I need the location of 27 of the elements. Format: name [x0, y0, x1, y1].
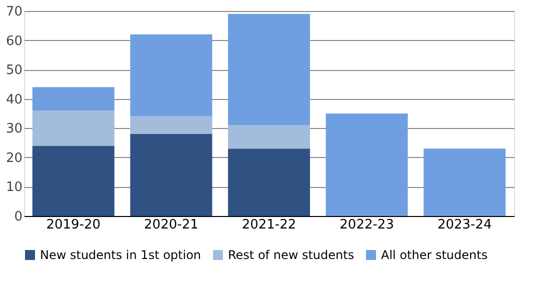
bar — [32, 146, 114, 216]
bar — [130, 34, 212, 116]
x-tick-label: 2019-20 — [46, 218, 101, 232]
bar — [32, 87, 114, 111]
y-tick-label: 30 — [6, 122, 22, 137]
legend-label: All other students — [381, 248, 488, 262]
y-tick-label: 20 — [6, 150, 22, 166]
y-tick-label: 50 — [6, 63, 22, 78]
bar — [228, 125, 310, 149]
x-tick-label: 2020-21 — [144, 218, 198, 232]
y-tick-label: 10 — [6, 180, 22, 196]
bar — [228, 14, 310, 126]
x-tick-label: 2023-24 — [437, 218, 492, 232]
y-tick-label: 0 — [14, 210, 22, 224]
bar — [130, 116, 212, 134]
bar — [32, 110, 114, 146]
legend-label: Rest of new students — [228, 248, 354, 262]
x-tick-label: 2022-23 — [340, 218, 394, 232]
x-tick-label: 2021-22 — [242, 218, 296, 232]
y-tick-label: 70 — [6, 4, 22, 20]
y-tick-label: 40 — [6, 92, 22, 108]
bar — [326, 114, 408, 216]
bar — [130, 134, 212, 216]
legend-label: New students in 1st option — [40, 248, 202, 262]
bar — [228, 148, 310, 216]
bar — [424, 148, 506, 216]
y-tick-label: 60 — [6, 34, 22, 49]
